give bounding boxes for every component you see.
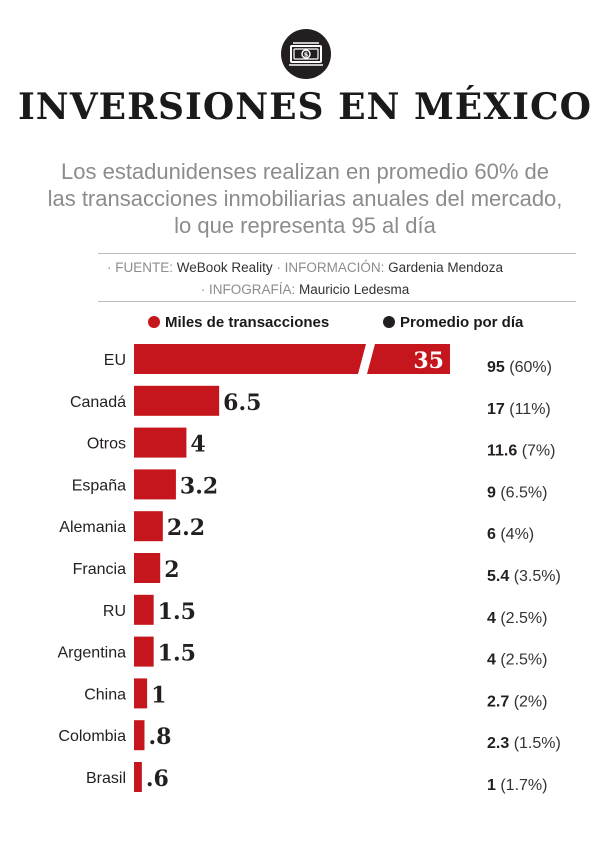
legend-label: Promedio por día xyxy=(400,314,524,331)
legend-label: Miles de transacciones xyxy=(165,314,330,331)
info-label: · INFORMACIÓN: xyxy=(276,260,385,275)
category-label: Francia xyxy=(73,561,126,578)
promedio-label: 95 (60%) xyxy=(487,359,552,376)
promedio-label: 5.4 (3.5%) xyxy=(487,568,561,585)
bar-value-label: 2 xyxy=(164,557,179,583)
promedio-value: 11.6 xyxy=(487,443,522,460)
category-label: Brasil xyxy=(86,770,126,787)
promedio-share: (1.5%) xyxy=(514,735,561,752)
promedio-label: 17 (11%) xyxy=(487,401,551,418)
legend-dot-black xyxy=(383,316,395,328)
promedio-value: 2.7 xyxy=(487,693,514,710)
promedio-value: 4 xyxy=(487,652,500,669)
bar xyxy=(134,427,187,458)
bar-value-label: 35 xyxy=(413,348,444,374)
promedio-label: 2.7 (2%) xyxy=(487,693,547,710)
bar-value-label: 4 xyxy=(190,432,205,458)
legend-item-promedio: Promedio por día xyxy=(383,314,523,331)
bar xyxy=(134,511,163,542)
chart-subtitle: Los estadunidenses realizan en promedio … xyxy=(30,158,580,239)
category-label: Alemania xyxy=(59,519,126,536)
bar-value-label: .6 xyxy=(146,766,169,792)
subtitle-line: las transacciones inmobiliarias anuales … xyxy=(47,186,563,211)
promedio-value: 95 xyxy=(487,359,509,376)
legend-item-miles: Miles de transacciones xyxy=(148,314,329,331)
category-label: RU xyxy=(103,603,126,620)
bar xyxy=(134,553,161,583)
promedio-share: (7%) xyxy=(522,443,556,460)
divider xyxy=(98,253,576,254)
bar xyxy=(367,344,450,374)
category-label: España xyxy=(72,477,126,494)
promedio-share: (6.5%) xyxy=(500,484,547,501)
category-label: Canadá xyxy=(70,394,126,411)
promedio-label: 11.6 (7%) xyxy=(487,443,555,460)
bar xyxy=(134,344,366,374)
chart-title: INVERSIONES EN MÉXICO xyxy=(17,86,593,128)
bar xyxy=(134,385,220,416)
promedio-value: 9 xyxy=(487,484,500,501)
bar-value-label: 1.5 xyxy=(158,599,196,625)
category-label: Otros xyxy=(87,436,126,453)
promedio-value: 1 xyxy=(487,777,500,794)
promedio-share: (3.5%) xyxy=(514,568,561,585)
promedio-share: (2.5%) xyxy=(500,610,547,627)
promedio-share: (11%) xyxy=(509,401,551,418)
infographic-value: Mauricio Ledesma xyxy=(298,282,410,297)
bar-value-label: 6.5 xyxy=(223,390,261,416)
promedio-value: 17 xyxy=(487,401,509,418)
promedio-share: (4%) xyxy=(500,526,534,543)
bar xyxy=(134,678,148,709)
bar xyxy=(134,594,154,625)
bar-value-label: 3.2 xyxy=(180,473,218,499)
bar xyxy=(134,720,145,751)
promedio-value: 2.3 xyxy=(487,735,514,752)
legend-dot-red xyxy=(148,316,160,328)
promedio-label: 4 (2.5%) xyxy=(487,610,547,627)
category-label: EU xyxy=(104,352,126,369)
dollar-bill-icon: $ xyxy=(281,29,331,79)
promedio-label: 9 (6.5%) xyxy=(487,484,547,501)
bar-value-label: 2.2 xyxy=(167,515,205,541)
subtitle-line: Los estadunidenses realizan en promedio … xyxy=(61,159,549,184)
bar-value-label: 1.5 xyxy=(158,641,196,667)
subtitle-line: lo que representa 95 al día xyxy=(174,213,436,238)
info-value: Gardenia Mendoza xyxy=(388,260,503,275)
bar-value-label: .8 xyxy=(148,724,171,750)
source-label: · FUENTE: xyxy=(107,260,174,275)
credits: · FUENTE: WeBook Reality · INFORMACIÓN: … xyxy=(60,257,550,301)
promedio-value: 4 xyxy=(487,610,500,627)
bar-value-label: 1 xyxy=(151,682,166,708)
category-label: Colombia xyxy=(58,728,126,745)
promedio-share: (2%) xyxy=(514,693,548,710)
promedio-label: 1 (1.7%) xyxy=(487,777,547,794)
promedio-label: 6 (4%) xyxy=(487,526,534,543)
divider xyxy=(98,301,576,302)
promedio-share: (1.7%) xyxy=(500,777,547,794)
promedio-value: 5.4 xyxy=(487,568,514,585)
source-value: WeBook Reality xyxy=(176,260,273,275)
category-label: Argentina xyxy=(58,645,127,662)
infographic-label: · INFOGRAFÍA: xyxy=(200,282,296,297)
bar xyxy=(134,636,154,667)
svg-text:$: $ xyxy=(304,51,309,59)
bar xyxy=(134,762,142,792)
bar-chart: EU 35 95 (60%) Canadá 6.5 17 (11%) Otros 4 11.6 … xyxy=(58,344,561,794)
category-label: China xyxy=(84,686,126,703)
promedio-share: (60%) xyxy=(509,359,552,376)
promedio-share: (2.5%) xyxy=(500,652,547,669)
promedio-label: 2.3 (1.5%) xyxy=(487,735,561,752)
promedio-value: 6 xyxy=(487,526,500,543)
promedio-label: 4 (2.5%) xyxy=(487,652,547,669)
bar xyxy=(134,469,176,500)
